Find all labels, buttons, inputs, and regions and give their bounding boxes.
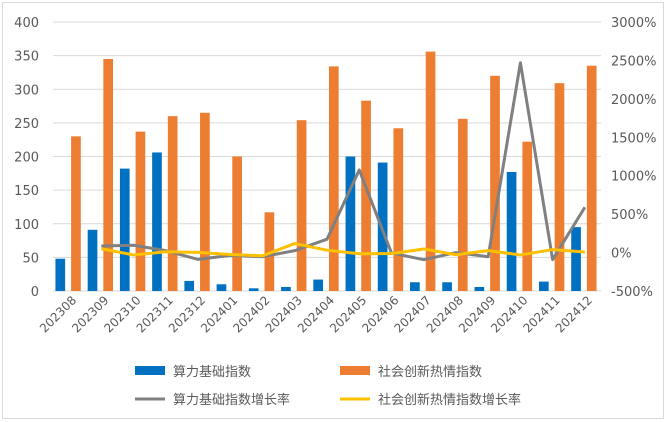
line-compute-growth (101, 61, 587, 262)
bar-compute-index (506, 171, 517, 291)
bar-innovation-index (522, 141, 533, 291)
bar-innovation-index (296, 120, 307, 291)
bar-compute-index (281, 286, 291, 291)
bar-compute-index (313, 279, 323, 291)
bar-compute-index (345, 156, 356, 291)
legend-label: 社会创新热情指数增长率 (378, 392, 521, 408)
bar-compute-index (442, 282, 452, 291)
right-axis-tick: 0% (611, 247, 632, 262)
chart-container: 0 50 100 150 200 250 300 350 400 -500% 0% 500% 1000%… (2, 2, 664, 419)
bar-innovation-index (329, 66, 339, 291)
left-axis-tick: 300 (14, 83, 39, 98)
right-axis-tick: -500% (611, 285, 653, 300)
bar-compute-index (216, 284, 227, 291)
bar-innovation-index (457, 118, 468, 291)
bar-innovation-index (200, 112, 210, 291)
left-axis-tick: 150 (14, 184, 39, 199)
legend-label: 社会创新热情指数 (378, 364, 482, 380)
bar-compute-index (474, 286, 485, 291)
right-axis-tick: 2500% (611, 54, 656, 69)
bar-innovation-index (167, 116, 178, 292)
bar-innovation-index (490, 75, 500, 291)
bar-innovation-index (554, 83, 565, 291)
legend-label: 算力基础指数增长率 (173, 392, 290, 408)
left-axis-tick: 250 (14, 117, 39, 132)
right-axis-tick: 2000% (611, 93, 656, 108)
bar-compute-index (538, 281, 549, 291)
left-axis-tick: 350 (14, 50, 39, 65)
bar-compute-index (571, 227, 581, 291)
bar-innovation-index (135, 131, 146, 291)
left-axis-tick: 100 (14, 218, 39, 233)
bar-innovation-index (232, 156, 242, 291)
bar-compute-index (410, 282, 420, 291)
bar-innovation-index (425, 51, 436, 292)
bar-compute-index (87, 229, 98, 291)
bar-compute-index (152, 152, 162, 291)
left-axis-tick: 50 (22, 251, 39, 266)
bar-compute-index (184, 280, 195, 291)
bar-compute-index (119, 168, 130, 291)
bar-innovation-index (103, 58, 114, 291)
right-axis-tick: 500% (611, 208, 648, 223)
bar-innovation-index (393, 128, 404, 291)
bar-innovation-index (71, 136, 81, 291)
bar-innovation-index (586, 65, 597, 292)
right-axis-tick: 3000% (611, 16, 656, 31)
right-axis-tick: 1000% (611, 170, 656, 185)
legend-swatch (135, 366, 165, 375)
left-axis-tick: 0 (31, 285, 39, 300)
left-axis-tick: 200 (14, 151, 39, 166)
bar-compute-index (55, 258, 66, 291)
legend-label: 算力基础指数 (173, 365, 251, 380)
left-axis-tick: 400 (14, 16, 39, 31)
bar-innovation-index (361, 100, 371, 292)
bar-compute-index (248, 288, 259, 291)
line-innovation-growth (101, 242, 585, 258)
right-axis-tick: 1500% (611, 131, 656, 146)
legend-swatch (340, 366, 370, 375)
combo-chart: 0 50 100 150 200 250 300 350 400 -500% 0% 500% 1000%… (14, 16, 656, 408)
